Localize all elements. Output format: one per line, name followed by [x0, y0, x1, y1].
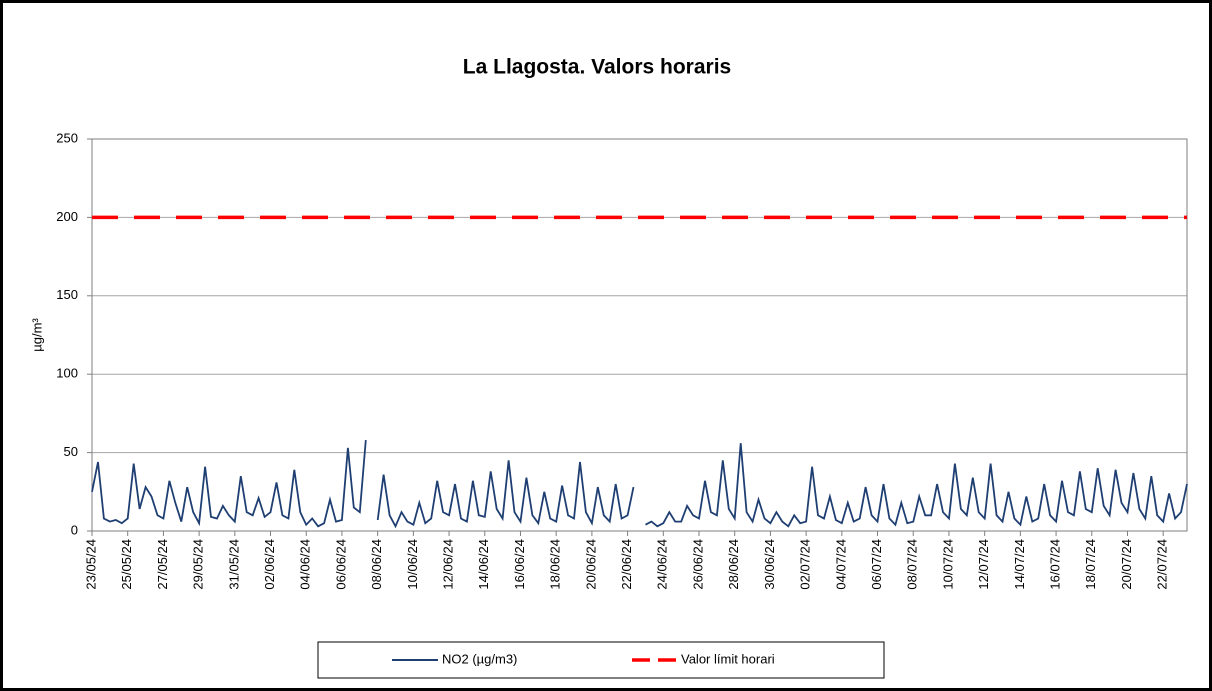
x-tick-label: 04/07/24: [833, 539, 848, 590]
x-tick-label: 27/05/24: [155, 539, 170, 590]
y-tick-label: 50: [64, 444, 78, 459]
legend-label: Valor límit horari: [681, 651, 775, 666]
x-tick-label: 02/06/24: [262, 539, 277, 590]
x-tick-label: 18/06/24: [548, 539, 563, 590]
y-tick-label: 150: [56, 287, 78, 302]
x-tick-label: 25/05/24: [119, 539, 134, 590]
y-tick-label: 100: [56, 366, 78, 381]
x-tick-label: 24/06/24: [655, 539, 670, 590]
x-tick-label: 22/06/24: [619, 539, 634, 590]
x-tick-label: 28/06/24: [726, 539, 741, 590]
x-tick-label: 10/07/24: [940, 539, 955, 590]
plot-area: [91, 138, 1188, 532]
x-tick-label: 18/07/24: [1083, 539, 1098, 590]
x-tick-label: 10/06/24: [405, 539, 420, 590]
x-tick-label: 06/07/24: [869, 539, 884, 590]
chart-title: La Llagosta. Valors horaris: [463, 56, 731, 79]
y-tick-label: 200: [56, 209, 78, 224]
y-tick-label: 250: [56, 130, 78, 145]
x-tick-label: 26/06/24: [690, 539, 705, 590]
x-tick-label: 16/06/24: [512, 539, 527, 590]
x-tick-label: 20/07/24: [1119, 539, 1134, 590]
x-tick-label: 20/06/24: [583, 539, 598, 590]
x-tick-label: 08/07/24: [905, 539, 920, 590]
x-tick-label: 23/05/24: [83, 539, 98, 590]
x-tick-label: 16/07/24: [1048, 539, 1063, 590]
x-tick-label: 12/07/24: [976, 539, 991, 590]
x-tick-label: 29/05/24: [191, 539, 206, 590]
data-line: [91, 440, 1188, 529]
x-tick-label: 12/06/24: [441, 539, 456, 590]
legend-label: NO2 (µg/m3): [442, 651, 517, 666]
x-tick-label: 14/07/24: [1012, 539, 1027, 590]
x-tick-label: 22/07/24: [1155, 539, 1170, 590]
x-tick-label: 08/06/24: [369, 539, 384, 590]
x-tick-label: 30/06/24: [762, 539, 777, 590]
x-tick-label: 02/07/24: [798, 539, 813, 590]
x-tick-label: 06/06/24: [333, 539, 348, 590]
x-tick-label: 31/05/24: [226, 539, 241, 590]
y-tick-label: 0: [71, 522, 78, 537]
y-axis-label: µg/m³: [29, 318, 44, 352]
x-tick-label: 14/06/24: [476, 539, 491, 590]
x-tick-label: 04/06/24: [298, 539, 313, 590]
